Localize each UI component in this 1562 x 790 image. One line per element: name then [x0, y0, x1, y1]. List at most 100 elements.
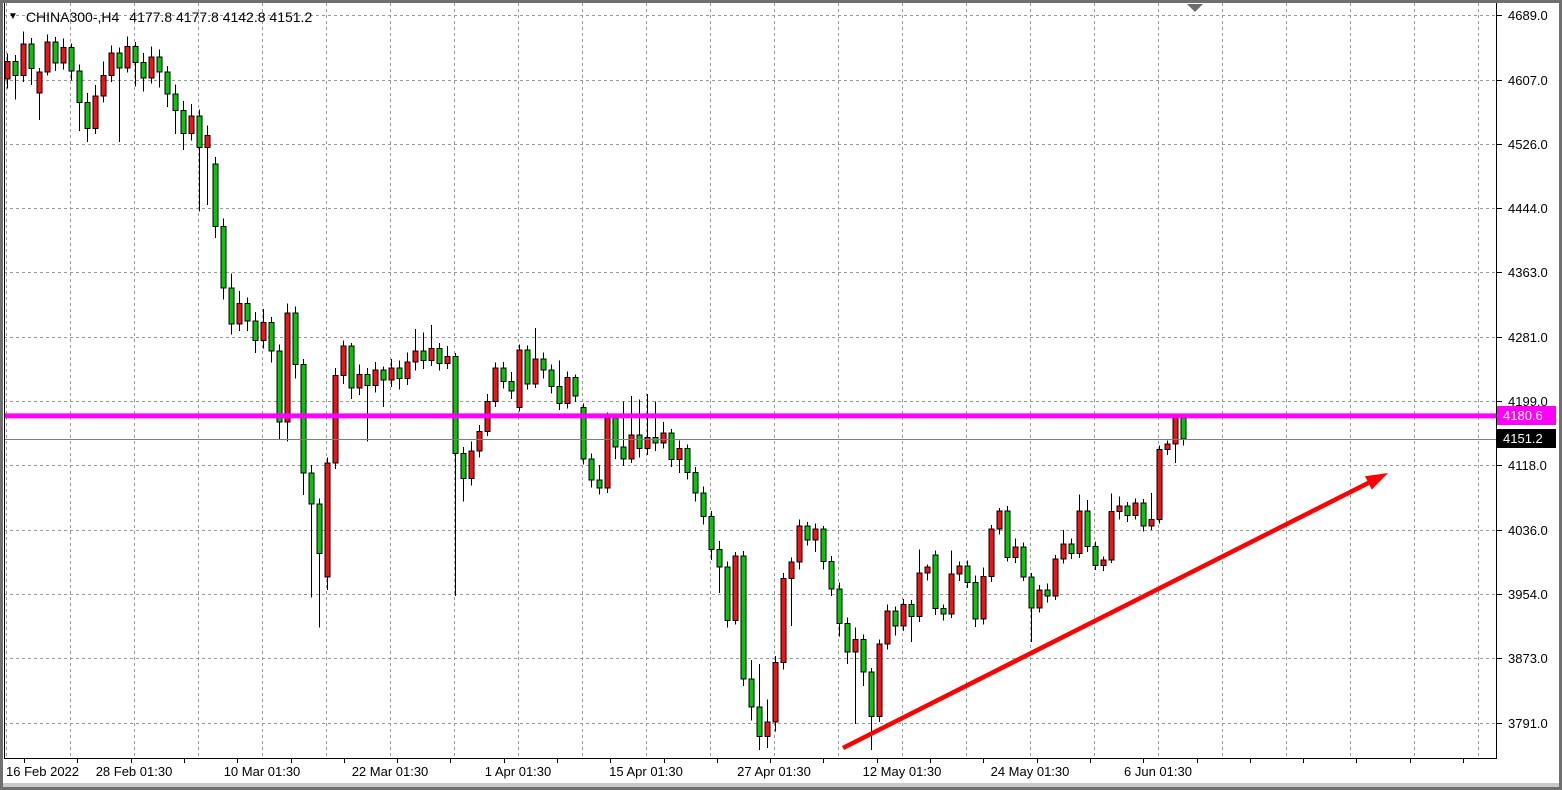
window-frame-bottom [0, 787, 1562, 790]
candle-down [540, 358, 547, 371]
candle-down [964, 565, 971, 584]
candle-up [1060, 543, 1067, 560]
candle-down [52, 41, 59, 64]
time-axis-label: 6 Jun 01:30 [1124, 764, 1192, 779]
time-axis-label: 22 Mar 01:30 [352, 764, 429, 779]
candle-up [148, 56, 155, 79]
candle-up [916, 572, 923, 618]
candle-down [140, 61, 147, 79]
candle-down [572, 377, 579, 397]
candle-down [724, 566, 731, 622]
candle-up [1156, 448, 1163, 521]
candle-up [468, 450, 475, 480]
candle-up [1148, 519, 1155, 527]
candle-down [348, 345, 355, 389]
candle-up [1108, 511, 1115, 561]
price-axis-label: 4526.0 [1508, 137, 1548, 152]
candle-down [1084, 510, 1091, 547]
candle-down [460, 452, 467, 480]
candle-up [948, 573, 955, 615]
candle-up [4, 61, 11, 80]
window-frame-right [1559, 0, 1562, 790]
time-axis-label: 15 Apr 01:30 [609, 764, 683, 779]
candle-down [420, 350, 427, 361]
window-frame-top [0, 0, 1562, 3]
candle-down [844, 623, 851, 653]
candle-down [524, 349, 531, 385]
candle-up [388, 367, 395, 381]
candle-up [900, 604, 907, 627]
candle-down [436, 348, 443, 364]
price-axis-label: 4444.0 [1508, 201, 1548, 216]
candle-down [164, 71, 171, 95]
candle-up [1100, 559, 1107, 566]
candle-up [92, 95, 99, 130]
hline-price-badge: 4180.6 [1497, 406, 1556, 425]
candle-up [996, 510, 1003, 530]
current-bar-marker-icon [1187, 4, 1203, 12]
candle-up [924, 566, 931, 574]
time-axis-label: 12 May 01:30 [863, 764, 942, 779]
chart-title-bar: ▼ CHINA300-,H4 4177.8 4177.8 4142.8 4151… [8, 9, 312, 25]
candle-down [612, 417, 619, 448]
candle-down [580, 407, 587, 460]
time-axis-label: 24 May 01:30 [991, 764, 1070, 779]
candle-up [644, 437, 651, 450]
candle-up [852, 638, 859, 653]
candle-down [172, 93, 179, 111]
candle-up [956, 565, 963, 575]
candle-down [276, 350, 283, 423]
candle-up [628, 434, 635, 460]
candle-down [308, 472, 315, 505]
window-frame-left [0, 0, 3, 790]
candle-up [444, 355, 451, 364]
candle-down [1068, 543, 1075, 554]
candle-up [1164, 443, 1171, 450]
candle-down [1004, 510, 1011, 558]
candle-down [212, 163, 219, 227]
candle-up [476, 430, 483, 452]
candle-down [252, 320, 259, 342]
candle-up [732, 555, 739, 622]
candle-down [364, 374, 371, 387]
candle-down [860, 638, 867, 673]
candle-down [756, 706, 763, 737]
time-axis-label: 10 Mar 01:30 [224, 764, 301, 779]
chart-ohlc-values: 4177.8 4177.8 4142.8 4151.2 [129, 9, 313, 25]
candle-down [940, 608, 947, 615]
candle-down [268, 321, 275, 352]
candle-down [908, 604, 915, 618]
price-axis-label: 4118.0 [1508, 458, 1547, 473]
candle-down [228, 287, 235, 325]
candle-up [980, 575, 987, 620]
time-axis-label: 27 Apr 01:30 [737, 764, 811, 779]
candle-down [1028, 576, 1035, 609]
price-axis-label: 4281.0 [1508, 330, 1548, 345]
candle-down [652, 437, 659, 444]
candle-up [44, 41, 51, 73]
candle-down [868, 671, 875, 718]
trend-arrow-head[interactable] [1364, 473, 1388, 490]
candle-down [740, 555, 747, 680]
candle-up [516, 349, 523, 409]
candle-up [236, 303, 243, 325]
chart-dropdown-icon[interactable]: ▼ [8, 11, 18, 22]
candle-up [780, 578, 787, 663]
candle-up [604, 417, 611, 489]
candle-down [316, 503, 323, 554]
candle-down [1092, 545, 1099, 566]
candle-down [748, 678, 755, 708]
candle-down [620, 446, 627, 460]
candle-down [196, 115, 203, 148]
trend-arrow-line[interactable] [841, 479, 1373, 751]
candle-up [340, 345, 347, 376]
candle-up [492, 367, 499, 402]
candle-up [564, 377, 571, 405]
candle-down [116, 52, 123, 69]
candle-up [108, 52, 115, 77]
candle-up [764, 721, 771, 737]
candle-down [820, 528, 827, 562]
candle-up [356, 374, 363, 389]
